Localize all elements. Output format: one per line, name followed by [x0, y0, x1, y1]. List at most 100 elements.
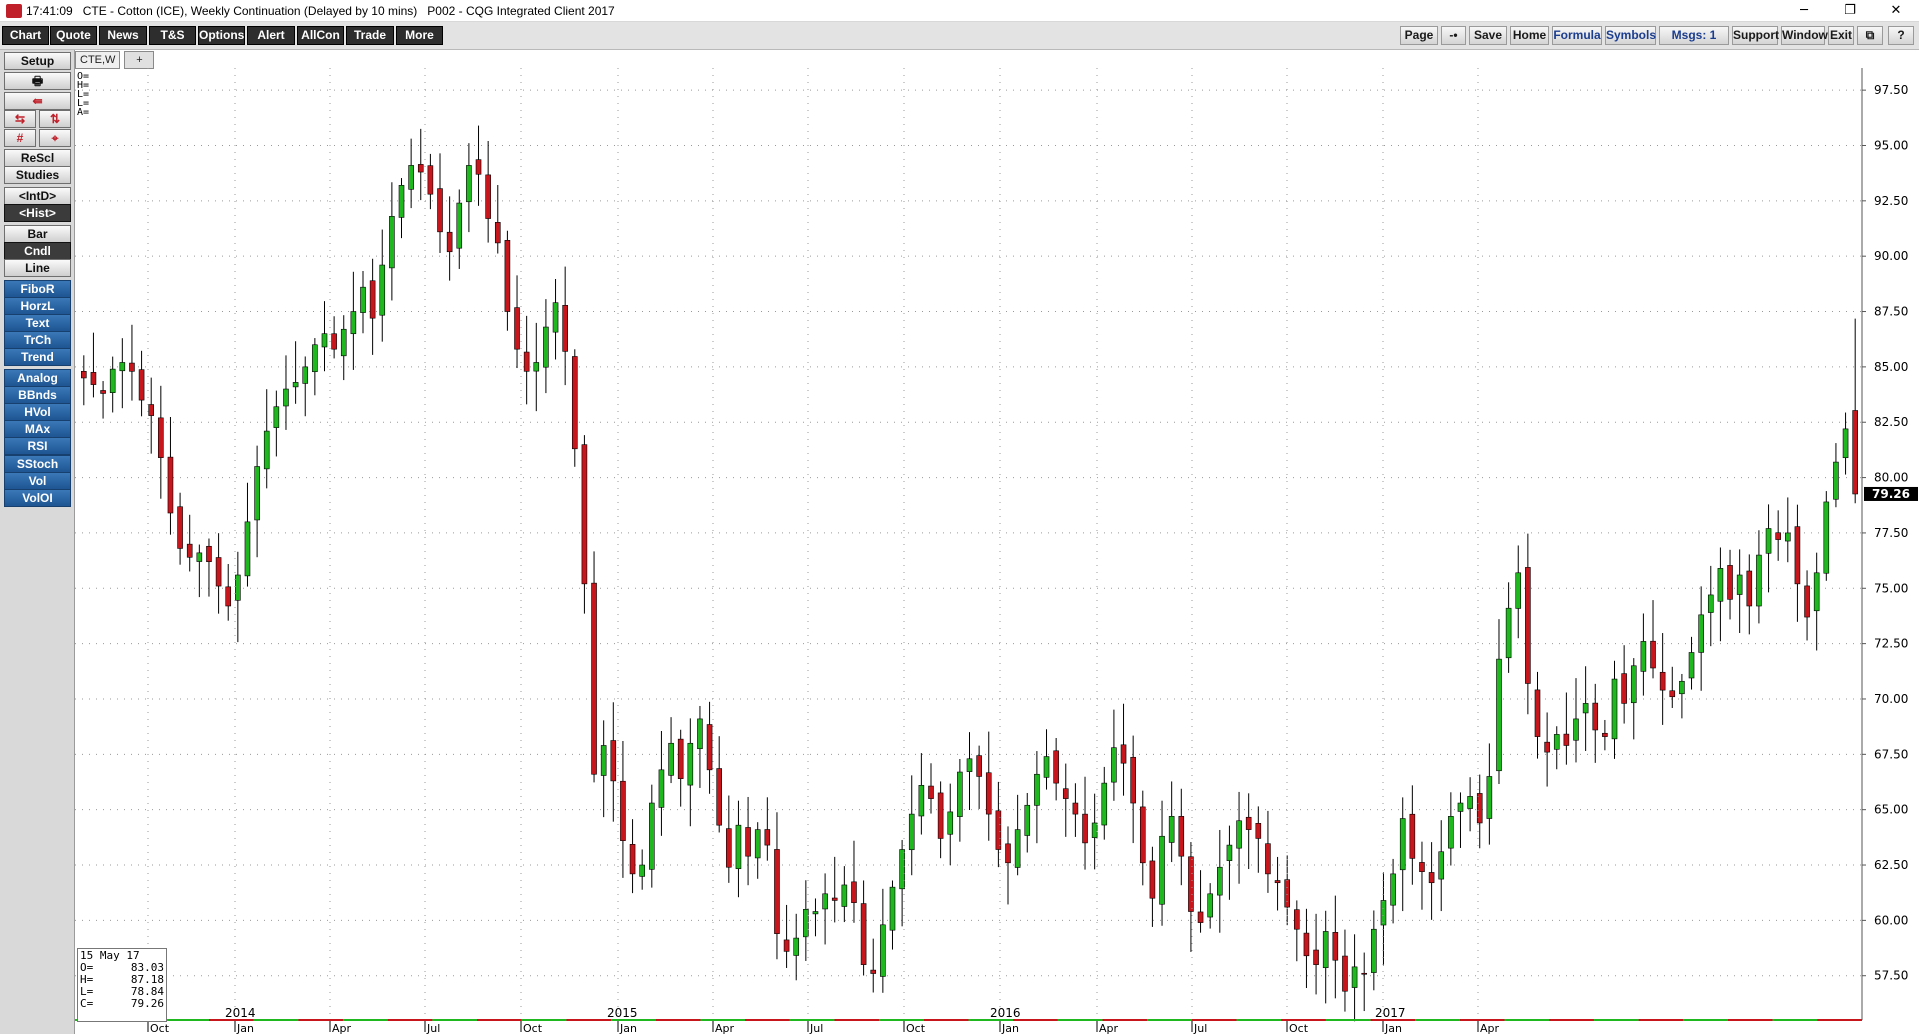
- study-analog-button[interactable]: Analog: [4, 369, 71, 387]
- candle-body: [1717, 568, 1724, 602]
- candle-body: [100, 390, 106, 394]
- month-label: Jul: [1193, 1022, 1207, 1034]
- candle-body: [1852, 410, 1858, 495]
- ohlc-key: L=: [80, 985, 94, 998]
- ohlc-row: O= 83.03: [80, 962, 164, 974]
- candle-body: [215, 557, 222, 587]
- candle-body: [254, 466, 260, 521]
- candle-body: [716, 768, 722, 826]
- toolbar-alert-button[interactable]: Alert: [247, 26, 295, 45]
- toolbar-support-button[interactable]: Support: [1732, 26, 1779, 45]
- toolbar-formula-button[interactable]: Formula: [1552, 26, 1602, 45]
- studies-button[interactable]: Studies: [4, 166, 71, 184]
- candle-chart-button[interactable]: Cndl: [4, 242, 71, 260]
- time-band-segment: [164, 1019, 210, 1021]
- toolbar-page-button[interactable]: Page: [1400, 26, 1438, 45]
- grid-button[interactable]: #: [4, 129, 36, 147]
- ohlc-key: H=: [80, 973, 94, 986]
- candle-body: [1188, 856, 1194, 912]
- study-rsi-button[interactable]: RSI: [4, 437, 71, 455]
- exit-icon: ⇚: [32, 94, 43, 108]
- candle-body: [957, 771, 963, 817]
- toolbar-trade-button[interactable]: Trade: [346, 26, 394, 45]
- toolbar-exit-button[interactable]: Exit: [1828, 26, 1854, 45]
- print-button[interactable]: 🖶: [4, 72, 71, 90]
- candle-body: [514, 307, 520, 350]
- toolbar-more-button[interactable]: More: [396, 26, 443, 45]
- candle-body: [1640, 641, 1647, 672]
- time-band-segment: [1147, 1019, 1192, 1021]
- y-axis-label: 80.00: [1874, 471, 1908, 485]
- toolbar-icon-10-button[interactable]: ⧉: [1857, 26, 1883, 45]
- toolbar-window-button[interactable]: Window: [1781, 26, 1828, 45]
- study-sstoch-button[interactable]: SStoch: [4, 455, 71, 473]
- toolbar-options-button[interactable]: Options: [198, 26, 245, 45]
- candle-body: [1794, 526, 1801, 585]
- ohlc-cursor-label: L=: [77, 98, 90, 109]
- candle-body: [774, 849, 780, 934]
- candle-body: [1091, 822, 1098, 838]
- toolbar-t-s-button[interactable]: T&S: [149, 26, 196, 45]
- candle-body: [841, 884, 848, 907]
- time-band-segment: [1236, 1019, 1282, 1021]
- study-max-button[interactable]: MAx: [4, 420, 71, 438]
- toolbar-quote-button[interactable]: Quote: [50, 26, 97, 45]
- study-bbnds-button[interactable]: BBnds: [4, 386, 71, 404]
- intraday-button[interactable]: <IntD>: [4, 187, 71, 205]
- candle-body: [764, 829, 771, 846]
- historical-button[interactable]: <Hist>: [4, 204, 71, 222]
- study-trch-button[interactable]: TrCh: [4, 331, 71, 349]
- minimize-icon[interactable]: ─: [1800, 3, 1808, 18]
- toolbar-save-button[interactable]: Save: [1469, 26, 1507, 45]
- scroll-right-button[interactable]: ⇅: [39, 110, 71, 128]
- toolbar-home-button[interactable]: Home: [1510, 26, 1549, 45]
- time-band-segment: [209, 1019, 254, 1021]
- main-toolbar: Chart Quote News T&S Options Alert AllCon Trade…: [0, 22, 1919, 50]
- study-trend-button[interactable]: Trend: [4, 348, 71, 366]
- study-fibor-button[interactable]: FiboR: [4, 280, 71, 298]
- bar-chart-button[interactable]: Bar: [4, 225, 71, 243]
- candle-body: [1062, 788, 1069, 799]
- exit-chart-button[interactable]: ⇚: [4, 92, 71, 110]
- price-chart[interactable]: 97.50 95.00 92.50 90.00 87.50 85.00 82.50 80.00…: [75, 68, 1919, 1034]
- rescale-button[interactable]: ReScl: [4, 149, 71, 167]
- candle-body: [1707, 594, 1714, 613]
- candle-body: [186, 543, 193, 558]
- candle-body: [466, 165, 472, 203]
- window-title: CTE - Cotton (ICE), Weekly Continuation …: [82, 3, 615, 18]
- toolbar-allcon-button[interactable]: AllCon: [297, 26, 344, 45]
- arrows-left-icon: ⇆: [14, 112, 26, 126]
- setup-button[interactable]: Setup: [4, 52, 71, 70]
- candle-body: [966, 758, 973, 772]
- study-hvol-button[interactable]: HVol: [4, 403, 71, 421]
- crosshair-button[interactable]: ⌖: [39, 129, 71, 147]
- study-voloi-button[interactable]: VolOI: [4, 489, 71, 507]
- candle-body: [389, 216, 395, 269]
- candle-body: [1207, 893, 1213, 918]
- candle-body: [995, 810, 1002, 850]
- ohlc-row: C= 79.26: [80, 998, 164, 1010]
- toolbar-msgs-1-button[interactable]: Msgs: 1: [1659, 26, 1729, 45]
- candle-body: [1294, 909, 1300, 930]
- candle-body: [475, 159, 482, 175]
- toolbar-icon-11-button[interactable]: ?: [1888, 26, 1914, 45]
- study-horzl-button[interactable]: HorzL: [4, 297, 71, 315]
- study-vol-button[interactable]: Vol: [4, 472, 71, 490]
- candle-body: [1043, 756, 1050, 778]
- toolbar-icon-1-button[interactable]: -•: [1441, 26, 1466, 45]
- ohlc-cursor-label: A=: [77, 107, 90, 118]
- toolbar-symbols-button[interactable]: Symbols: [1605, 26, 1656, 45]
- toolbar-news-button[interactable]: News: [99, 26, 147, 45]
- toolbar-chart-button[interactable]: Chart: [2, 26, 49, 45]
- add-tab-button[interactable]: +: [124, 51, 155, 69]
- chart-tab-cte[interactable]: CTE,W: [75, 51, 121, 69]
- study-text-button[interactable]: Text: [4, 314, 71, 332]
- candle-body: [206, 545, 212, 563]
- close-icon[interactable]: ✕: [1890, 3, 1902, 18]
- candle-body: [1842, 428, 1849, 459]
- candle-body: [1428, 872, 1435, 884]
- candle-body: [1014, 829, 1021, 868]
- scroll-left-button[interactable]: ⇆: [4, 110, 36, 128]
- line-chart-button[interactable]: Line: [4, 259, 71, 277]
- restore-icon[interactable]: ❐: [1844, 3, 1856, 18]
